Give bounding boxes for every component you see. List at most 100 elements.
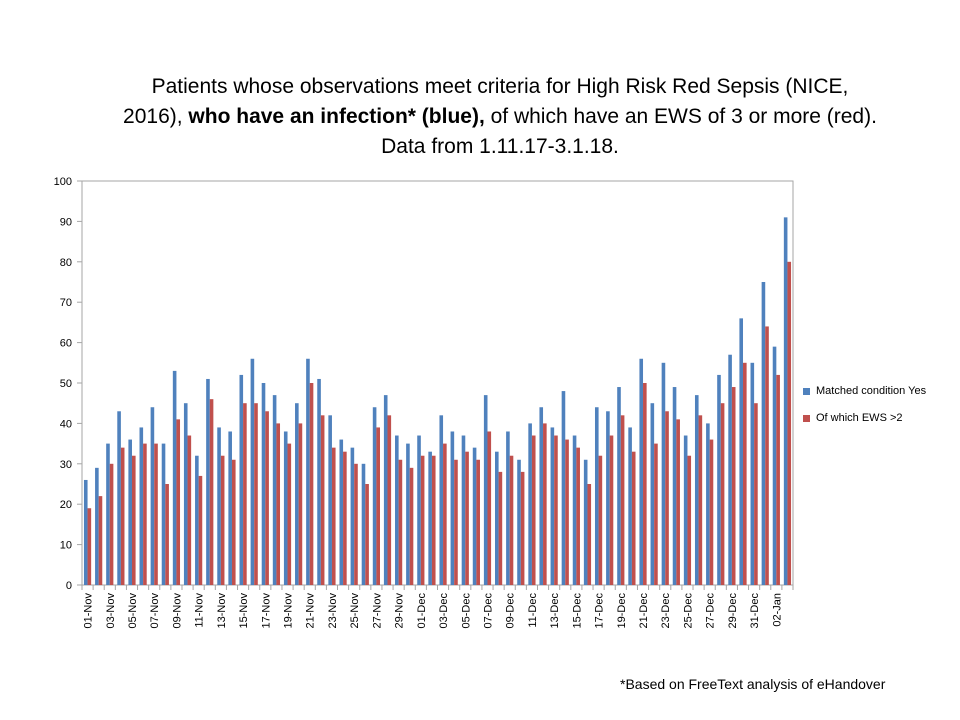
bar-ews [554, 435, 558, 585]
bar-matched [250, 358, 255, 585]
bar-ews [109, 463, 114, 585]
bar-matched [550, 427, 555, 585]
bar-matched [183, 403, 188, 585]
x-tick-label: 13-Nov [216, 593, 228, 629]
y-tick-label: 80 [60, 257, 72, 269]
bar-matched [628, 427, 632, 585]
bar-ews [509, 455, 514, 585]
x-tick-label: 23-Nov [327, 593, 339, 629]
bar-ews [354, 463, 358, 585]
bar-matched [772, 346, 777, 585]
x-tick-label: 09-Nov [171, 593, 183, 629]
chart-title: Patients whose observations meet criteri… [120, 72, 880, 162]
bar-ews [609, 435, 614, 585]
legend-item-matched: Matched condition Yes [803, 384, 926, 398]
bar-matched [172, 370, 177, 585]
bar-matched [661, 362, 666, 585]
bar-ews [131, 455, 136, 585]
bar-ews [643, 383, 647, 585]
bar-ews [520, 471, 525, 585]
bar-ews [587, 484, 592, 585]
bar-matched [783, 217, 788, 586]
x-tick-label: 29-Nov [394, 593, 406, 629]
bar-matched [417, 435, 421, 585]
bar-ews [98, 496, 103, 585]
y-tick-label: 10 [60, 540, 72, 552]
x-tick-label: 07-Nov [149, 593, 161, 629]
bar-ews [576, 447, 580, 585]
y-tick-label: 70 [60, 297, 72, 309]
bar-matched [539, 407, 544, 585]
bar-matched [306, 358, 310, 585]
bar-matched [506, 431, 510, 585]
bar-ews [398, 459, 403, 585]
x-tick-label: 15-Nov [238, 593, 250, 629]
bar-ews [243, 403, 247, 585]
x-tick-label: 01-Nov [83, 593, 95, 629]
bar-ews [754, 403, 758, 585]
bar-ews [743, 362, 747, 585]
x-tick-label: 25-Nov [349, 593, 361, 629]
bar-matched [117, 411, 121, 585]
bar-matched [261, 383, 266, 585]
x-tick-label: 05-Nov [127, 593, 139, 629]
bar-matched [650, 403, 655, 585]
bar-ews [143, 443, 147, 585]
bar-matched [283, 431, 288, 585]
y-tick-label: 60 [60, 338, 72, 350]
x-tick-label: 19-Dec [616, 593, 628, 629]
bar-matched [428, 451, 432, 585]
x-tick-label: 19-Nov [283, 593, 295, 629]
x-tick-label: 01-Dec [416, 593, 428, 629]
title-part-2-bold: who have an infection* (blue), [188, 105, 485, 128]
footnote: *Based on FreeText analysis of eHandover [620, 676, 886, 692]
bar-matched [472, 447, 477, 585]
bar-matched [228, 431, 232, 585]
bar-ews [409, 467, 414, 585]
bar-ews [365, 484, 369, 585]
bar-ews [87, 508, 92, 585]
bar-ews [231, 459, 236, 585]
y-tick-label: 50 [60, 378, 72, 390]
bar-ews [198, 475, 203, 585]
legend-label-matched: Matched condition Yes [816, 385, 927, 397]
x-tick-label: 05-Dec [460, 593, 472, 629]
bar-ews [343, 451, 347, 585]
y-tick-label: 20 [60, 499, 72, 511]
bar-matched [339, 439, 344, 585]
bar-matched [106, 443, 110, 585]
bar-matched [583, 459, 588, 585]
bar-matched [83, 479, 88, 585]
bar-matched [361, 463, 366, 585]
x-tick-label: 27-Dec [705, 593, 717, 629]
bar-ews [176, 419, 181, 585]
title-part-1: Patients whose observations meet criteri… [123, 75, 849, 128]
bar-matched [139, 427, 144, 585]
bar-matched [761, 282, 766, 585]
x-tick-label: 03-Nov [105, 593, 117, 629]
bar-matched [161, 443, 166, 585]
bar-ews [709, 439, 714, 585]
bar-matched [561, 391, 566, 585]
bar-matched [217, 427, 221, 585]
bar-ews [654, 443, 658, 585]
bar-ews [787, 261, 792, 585]
bar-matched [617, 387, 621, 585]
y-tick-label: 40 [60, 418, 72, 430]
bar-ews [420, 455, 425, 585]
bar-matched [295, 403, 299, 585]
bar-ews [331, 447, 336, 585]
bar-ews [776, 374, 780, 585]
x-tick-label: 21-Nov [305, 593, 317, 629]
bar-matched [383, 395, 388, 585]
bar-ews [309, 383, 314, 585]
bar-ews [320, 415, 325, 585]
bar-ews [487, 431, 492, 585]
x-tick-label: 11-Dec [527, 593, 539, 628]
legend-swatch-blue [803, 387, 810, 395]
bar-matched [317, 378, 321, 585]
bar-ews [220, 455, 225, 585]
y-tick-label: 30 [60, 459, 72, 471]
x-tick-label: 21-Dec [638, 593, 650, 629]
